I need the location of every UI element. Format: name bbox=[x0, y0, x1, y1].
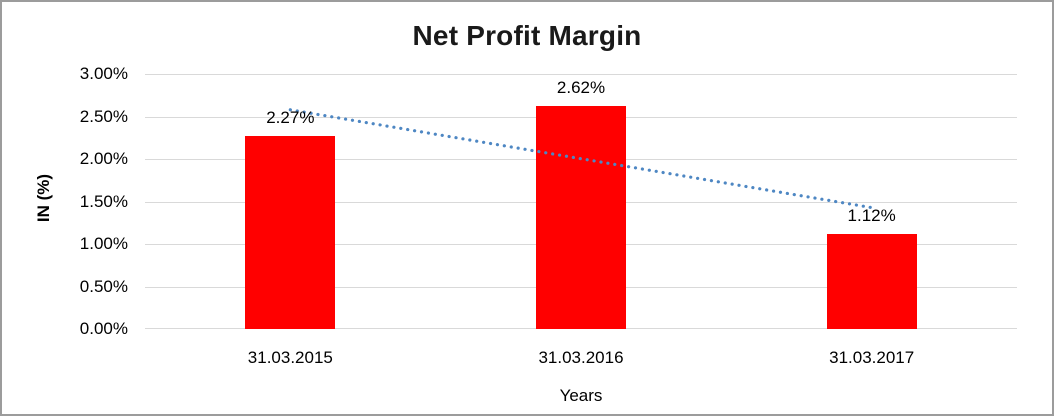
bar-31.03.2016 bbox=[536, 106, 626, 329]
gridline bbox=[145, 74, 1017, 75]
trendline bbox=[288, 108, 874, 210]
y-tick-label: 0.00% bbox=[79, 319, 128, 338]
plot-area: 2.27% 2.62% 1.12% bbox=[145, 74, 1017, 329]
y-tick-label: 2.00% bbox=[79, 149, 128, 168]
x-axis-title: Years bbox=[559, 386, 603, 405]
x-category-label: 31.03.2016 bbox=[538, 348, 624, 367]
x-axis-category-labels: 31.03.2015 31.03.2016 31.03.2017 bbox=[145, 348, 1017, 368]
y-tick-label: 2.50% bbox=[79, 106, 128, 126]
chart-title: Net Profit Margin bbox=[412, 20, 642, 51]
y-tick-label: 3.00% bbox=[79, 64, 128, 83]
y-axis-tick-labels: 3.00% 2.50% 2.00% 1.50% 1.00% 0.50% 0.00% bbox=[2, 65, 128, 338]
trendline-segment bbox=[288, 108, 874, 210]
bar-data-label: 2.27% bbox=[266, 108, 315, 128]
x-category-label: 31.03.2015 bbox=[247, 348, 333, 367]
y-tick-label: 1.50% bbox=[79, 191, 128, 211]
y-tick-label: 0.50% bbox=[79, 276, 128, 296]
x-category-label: 31.03.2017 bbox=[829, 348, 915, 367]
bar-31.03.2017 bbox=[826, 233, 917, 329]
bar-data-label: 2.62% bbox=[556, 78, 606, 98]
y-tick-label: 1.00% bbox=[79, 234, 128, 253]
bar-data-label: 1.12% bbox=[847, 205, 896, 225]
bar-31.03.2015 bbox=[245, 136, 336, 329]
